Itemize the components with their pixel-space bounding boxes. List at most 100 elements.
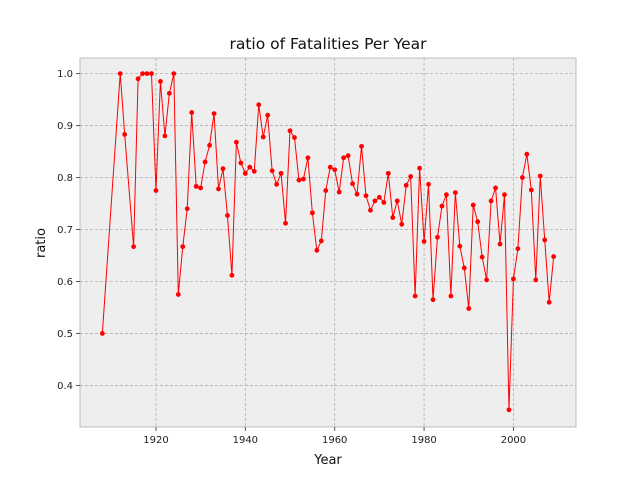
data-point xyxy=(229,272,235,278)
y-tick-label: 1.0 xyxy=(57,69,73,80)
data-point xyxy=(220,166,226,172)
data-point xyxy=(551,254,557,259)
data-point xyxy=(144,71,150,76)
data-point xyxy=(314,247,320,253)
data-point xyxy=(439,203,445,209)
data-point xyxy=(301,176,306,182)
data-point xyxy=(497,241,503,247)
data-point xyxy=(332,167,338,173)
data-point xyxy=(376,194,382,200)
data-point xyxy=(184,206,190,212)
chart-title: ratio of Fatalities Per Year xyxy=(229,35,427,53)
plot-area xyxy=(79,57,577,428)
data-point xyxy=(363,193,369,199)
data-point xyxy=(135,76,141,82)
data-point xyxy=(193,183,199,189)
data-point xyxy=(247,164,253,170)
data-point xyxy=(251,168,257,174)
data-point xyxy=(117,71,123,76)
x-tick-label: 1960 xyxy=(322,435,347,446)
data-point xyxy=(408,174,414,179)
data-point xyxy=(278,170,284,176)
data-point xyxy=(368,207,373,213)
x-axis-ticks: 1920 1940 1960 1980 2000 xyxy=(143,427,526,446)
data-point xyxy=(122,131,128,137)
y-tick-label: 0.4 xyxy=(57,381,73,392)
data-point xyxy=(457,243,463,249)
data-point xyxy=(153,188,159,193)
data-point xyxy=(372,198,378,204)
data-point xyxy=(131,244,137,250)
data-points xyxy=(99,71,557,413)
y-axis-title: ratio xyxy=(34,228,49,258)
data-point xyxy=(242,170,248,176)
data-point xyxy=(166,90,172,96)
data-point xyxy=(542,237,548,243)
data-point xyxy=(417,165,423,171)
y-axis-ticks: 0.4 0.5 0.6 0.7 0.8 0.9 1.0 xyxy=(57,69,80,392)
data-point xyxy=(533,277,539,283)
data-point xyxy=(233,139,239,145)
x-tick-label: 1940 xyxy=(233,435,258,446)
data-point xyxy=(99,331,105,336)
data-point xyxy=(452,190,458,196)
data-point xyxy=(399,221,405,227)
data-point xyxy=(461,265,467,271)
data-point xyxy=(354,191,360,197)
data-point xyxy=(305,155,311,161)
x-tick-label: 1920 xyxy=(143,435,168,446)
data-point xyxy=(403,182,409,188)
data-point xyxy=(511,276,516,282)
data-point xyxy=(448,293,454,299)
y-tick-label: 0.9 xyxy=(57,121,73,132)
x-tick-label: 2000 xyxy=(501,435,526,446)
data-point xyxy=(524,151,530,157)
data-point xyxy=(488,198,494,204)
data-point xyxy=(484,277,490,283)
y-tick-label: 0.7 xyxy=(57,225,73,236)
y-tick-label: 0.8 xyxy=(57,173,73,184)
data-point xyxy=(479,254,485,260)
data-point xyxy=(149,71,154,76)
data-point xyxy=(519,175,525,180)
data-point xyxy=(140,71,145,76)
data-point xyxy=(394,198,400,204)
data-point xyxy=(162,133,168,139)
data-point xyxy=(287,128,293,134)
data-point xyxy=(381,200,387,205)
data-point xyxy=(470,202,476,208)
data-point xyxy=(475,219,481,225)
series-line xyxy=(101,73,555,410)
data-point xyxy=(506,407,512,413)
data-point xyxy=(466,306,472,311)
data-point xyxy=(309,210,315,216)
data-point xyxy=(292,135,297,140)
grid-lines xyxy=(80,58,576,427)
data-point xyxy=(412,293,418,299)
data-point xyxy=(430,297,436,303)
data-point xyxy=(341,155,347,161)
data-point xyxy=(359,143,364,149)
x-axis-title: Year xyxy=(313,453,342,468)
data-point xyxy=(444,192,449,198)
data-point xyxy=(546,299,552,305)
data-point xyxy=(202,159,208,165)
data-point xyxy=(260,134,266,140)
data-point xyxy=(426,181,431,187)
data-point xyxy=(350,181,355,187)
data-point xyxy=(390,215,396,220)
data-point xyxy=(225,213,230,218)
data-point xyxy=(537,173,543,179)
data-point xyxy=(318,238,324,244)
data-point xyxy=(238,160,244,166)
data-point xyxy=(502,192,507,198)
data-point xyxy=(385,170,391,176)
data-point xyxy=(345,153,351,159)
y-tick-label: 0.5 xyxy=(57,329,73,340)
data-point xyxy=(256,102,262,108)
y-tick-label: 0.6 xyxy=(57,277,73,288)
data-point xyxy=(158,78,163,84)
data-point xyxy=(435,234,440,240)
data-point xyxy=(283,220,288,226)
